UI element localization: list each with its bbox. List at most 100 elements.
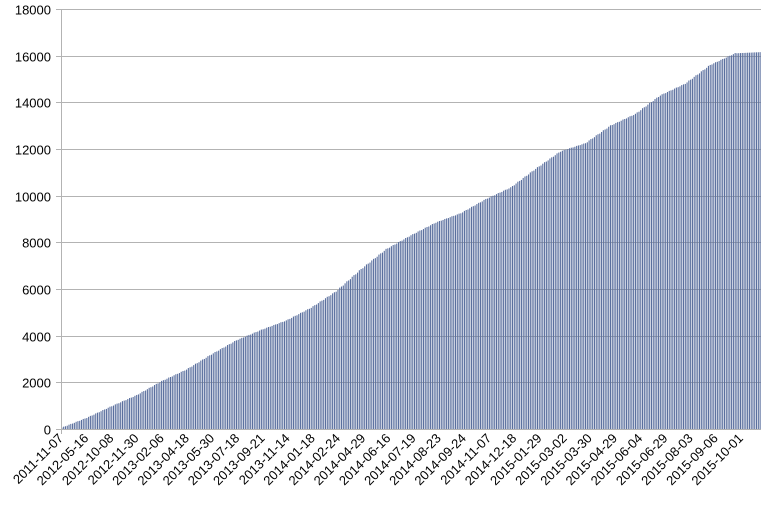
bar <box>421 230 423 429</box>
bar <box>463 210 465 429</box>
y-tick-label-16000: 16000 <box>15 50 51 65</box>
bar <box>152 386 154 429</box>
bar <box>346 281 348 429</box>
bar <box>287 319 289 429</box>
bar <box>196 363 198 429</box>
bar <box>592 138 594 430</box>
bar <box>374 258 376 429</box>
bar <box>328 296 330 429</box>
bar <box>241 337 243 429</box>
bar <box>102 410 104 429</box>
bar <box>228 344 230 429</box>
bar <box>627 117 629 429</box>
bar <box>736 53 738 429</box>
bar <box>631 115 633 429</box>
bar <box>642 108 644 429</box>
bar <box>155 383 157 429</box>
bar <box>533 170 535 430</box>
bar <box>390 246 392 429</box>
bar <box>321 300 323 429</box>
bar <box>649 102 651 429</box>
bar <box>419 230 421 429</box>
bar <box>168 377 170 429</box>
bar <box>243 337 245 429</box>
bar <box>602 130 604 430</box>
bar <box>278 323 280 429</box>
bar <box>104 409 106 429</box>
bar <box>86 418 88 429</box>
bar <box>244 336 246 429</box>
bar <box>684 83 686 429</box>
bar <box>112 405 115 429</box>
bar <box>551 157 553 429</box>
bar <box>444 218 446 429</box>
bar <box>565 149 567 430</box>
bar <box>389 247 391 429</box>
y-tick-label-4000: 4000 <box>22 330 51 345</box>
bar <box>360 269 362 429</box>
bar <box>638 111 640 429</box>
bar <box>693 76 695 430</box>
bar <box>440 220 442 429</box>
bar <box>342 285 344 429</box>
bar <box>494 195 496 429</box>
bar <box>335 291 337 429</box>
bar <box>161 380 163 429</box>
bar <box>162 380 164 429</box>
bar <box>750 52 752 430</box>
bar <box>658 97 660 430</box>
y-tick-labels: 0 2000 4000 6000 8000 10000 12000 14000 16000 180… <box>15 3 51 438</box>
bar <box>492 195 494 429</box>
bar <box>476 204 478 429</box>
bar <box>326 296 328 429</box>
bar <box>686 82 688 430</box>
bar <box>503 190 505 429</box>
bar <box>704 69 706 429</box>
bar <box>175 374 177 429</box>
bar <box>305 310 307 429</box>
bar <box>267 327 270 429</box>
bar <box>355 274 357 429</box>
bar <box>111 406 113 429</box>
bar <box>748 52 750 429</box>
bar <box>552 156 555 429</box>
bar <box>255 332 257 429</box>
y-tick-label-8000: 8000 <box>22 236 51 251</box>
y-tick-label-0: 0 <box>44 423 51 438</box>
bar <box>697 74 699 429</box>
bar <box>431 224 433 429</box>
bar <box>216 351 218 429</box>
bar <box>428 226 430 429</box>
bar <box>378 254 380 429</box>
bar <box>202 359 204 429</box>
bar <box>414 233 416 429</box>
bar <box>96 412 99 429</box>
bar <box>259 330 261 429</box>
bar <box>488 197 490 429</box>
bar <box>738 53 740 429</box>
bar <box>682 84 685 430</box>
bar <box>173 375 175 429</box>
bar <box>246 335 248 429</box>
bar <box>129 398 131 429</box>
bar <box>75 421 77 429</box>
bar <box>403 239 405 429</box>
bar <box>504 189 506 429</box>
bar <box>718 61 720 429</box>
y-tick-label-2000: 2000 <box>22 376 51 391</box>
bar <box>292 316 294 429</box>
bar <box>729 55 731 429</box>
bar <box>526 175 528 429</box>
bar <box>88 416 90 429</box>
bar <box>219 349 221 429</box>
bar <box>453 215 455 429</box>
bar <box>68 424 70 429</box>
bar <box>446 218 448 429</box>
bar <box>586 142 588 429</box>
bar <box>547 160 549 429</box>
bar <box>722 58 724 429</box>
bar <box>182 370 184 429</box>
bar <box>109 406 111 429</box>
bar <box>186 369 188 429</box>
bar <box>348 280 350 429</box>
